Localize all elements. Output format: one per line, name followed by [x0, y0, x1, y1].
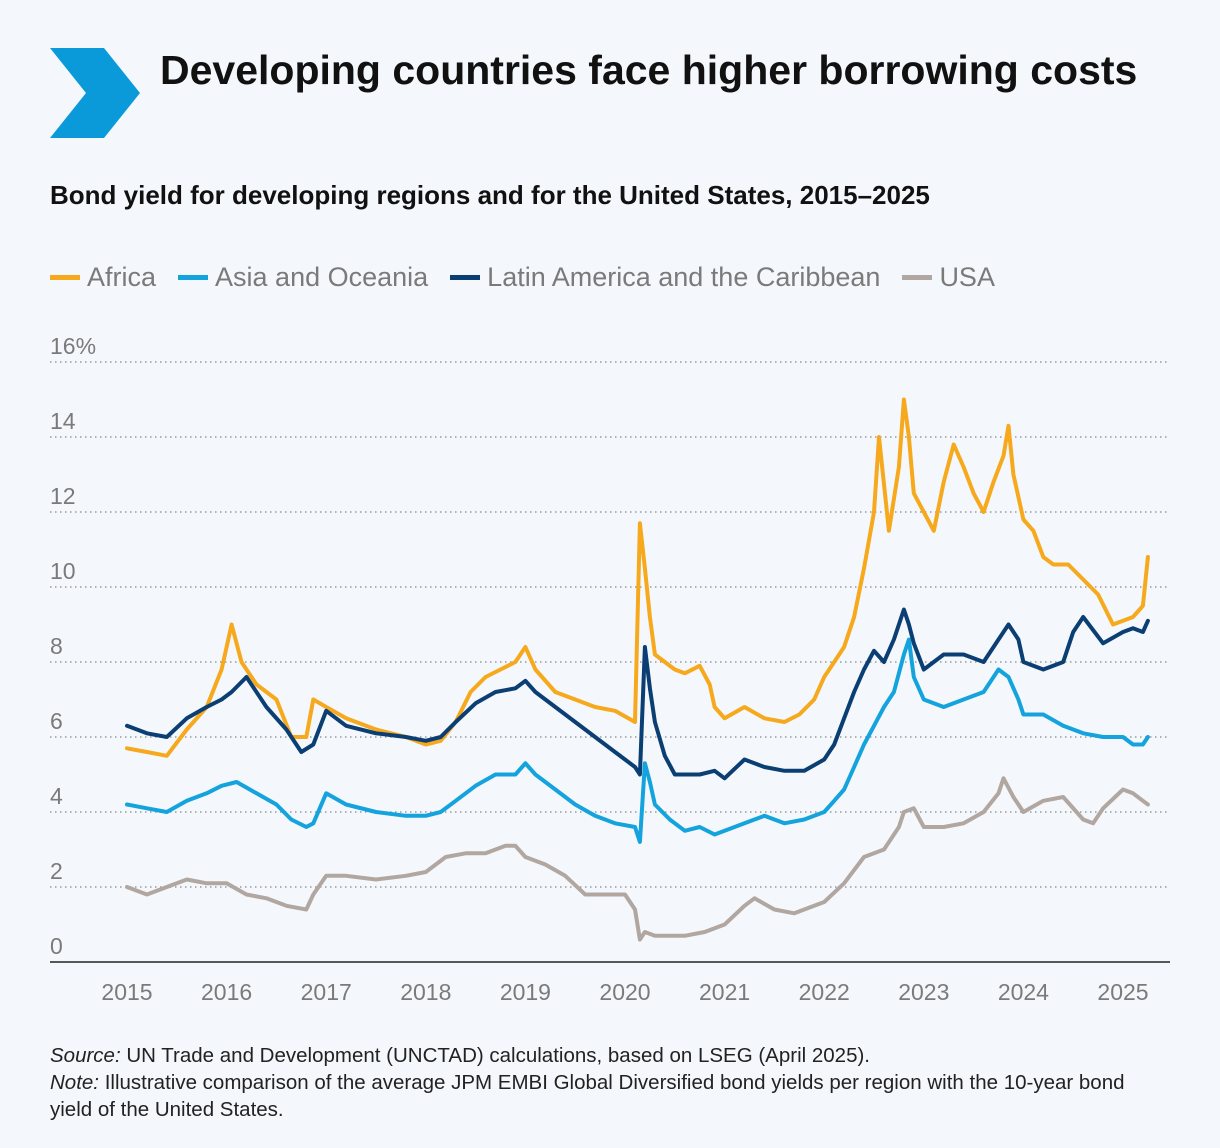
source-label: Source:	[50, 1044, 121, 1067]
y-tick-label: 12	[50, 483, 76, 509]
x-tick-label: 2023	[898, 979, 949, 1005]
legend-label: Africa	[87, 262, 157, 292]
chart-footer: Source: UN Trade and Development (UNCTAD…	[50, 1042, 1170, 1123]
x-tick-label: 2020	[599, 979, 650, 1005]
legend-swatch	[178, 275, 209, 280]
series-line-asia-and-oceania	[125, 637, 1150, 844]
legend-label: USA	[939, 262, 995, 292]
x-tick-label: 2019	[500, 979, 551, 1005]
y-tick-label: 6	[50, 708, 63, 734]
y-tick-label: 2	[50, 858, 63, 884]
x-tick-label: 2024	[998, 979, 1049, 1005]
x-tick-label: 2022	[799, 979, 850, 1005]
series-line-africa	[125, 397, 1150, 758]
source-line: Source: UN Trade and Development (UNCTAD…	[50, 1042, 1170, 1069]
y-tick-label: 14	[50, 408, 76, 434]
note-line: Note: Illustrative comparison of the ave…	[50, 1069, 1170, 1123]
page-title: Developing countries face higher borrowi…	[160, 47, 1138, 93]
chart-legend: Africa Asia and Oceania Latin America and …	[50, 262, 1017, 293]
legend-label: Latin America and the Caribbean	[487, 262, 881, 292]
x-tick-label: 2016	[201, 979, 252, 1005]
source-text: UN Trade and Development (UNCTAD) calcul…	[120, 1044, 870, 1067]
y-tick-label: 16%	[50, 333, 96, 359]
y-tick-label: 8	[50, 633, 63, 659]
x-tick-label: 2017	[301, 979, 352, 1005]
note-label: Note:	[50, 1071, 99, 1094]
note-text: Illustrative comparison of the average J…	[50, 1071, 1125, 1121]
chevron-right-icon	[50, 48, 140, 138]
legend-label: Asia and Oceania	[215, 262, 429, 292]
legend-item: Latin America and the Caribbean	[450, 262, 880, 293]
legend-item: USA	[902, 262, 995, 293]
series-line-usa	[125, 776, 1150, 942]
x-tick-label: 2025	[1097, 979, 1148, 1005]
legend-swatch	[50, 275, 80, 280]
legend-swatch	[902, 275, 933, 280]
y-tick-label: 0	[50, 933, 63, 959]
y-tick-label: 4	[50, 783, 63, 809]
legend-item: Asia and Oceania	[178, 262, 428, 293]
y-tick-label: 10	[50, 558, 76, 584]
chart-subtitle: Bond yield for developing regions and fo…	[50, 180, 930, 210]
legend-item: Africa	[50, 262, 156, 293]
x-tick-label: 2021	[699, 979, 750, 1005]
legend-swatch	[450, 275, 481, 280]
x-tick-label: 2015	[101, 979, 152, 1005]
series-line-latin-america-and-the-caribbean	[125, 607, 1150, 781]
x-tick-label: 2018	[400, 979, 451, 1005]
